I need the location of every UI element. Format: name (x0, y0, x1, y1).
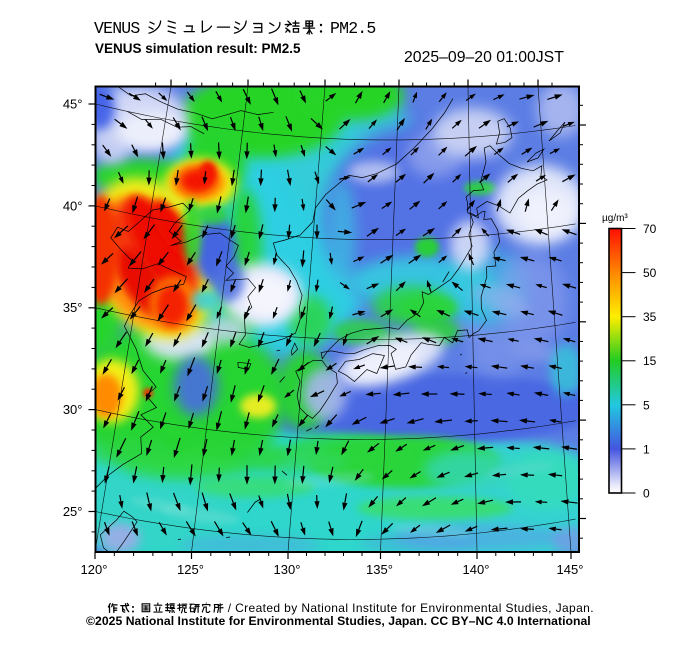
svg-text:VENUS: VENUS (94, 19, 140, 38)
svg-text:µg/m³: µg/m³ (602, 213, 628, 224)
svg-text:125°: 125° (177, 562, 204, 577)
svg-text:120°: 120° (81, 562, 108, 577)
svg-text:0: 0 (643, 487, 650, 501)
svg-text:30°: 30° (63, 402, 83, 417)
svg-text:1: 1 (643, 442, 650, 456)
svg-text:50: 50 (643, 266, 657, 280)
svg-text:35: 35 (643, 310, 657, 324)
svg-text:70: 70 (643, 222, 657, 236)
svg-text:25°: 25° (63, 504, 83, 519)
svg-text:5: 5 (643, 398, 650, 412)
svg-text:2025–09–20 01:00JST: 2025–09–20 01:00JST (404, 49, 564, 66)
svg-text:130°: 130° (274, 562, 301, 577)
svg-text:35°: 35° (63, 300, 83, 315)
svg-text:40°: 40° (63, 198, 83, 213)
svg-text:PM2.5: PM2.5 (330, 19, 376, 38)
svg-text:135°: 135° (366, 562, 393, 577)
svg-text:45°: 45° (63, 97, 83, 112)
svg-text:140°: 140° (463, 562, 490, 577)
svg-text:VENUS simulation result: PM2.5: VENUS simulation result: PM2.5 (95, 41, 301, 56)
svg-text:15: 15 (643, 354, 657, 368)
svg-text:145°: 145° (557, 562, 584, 577)
svg-text:/ Created by National Institut: / Created by National Institute for Envi… (228, 601, 594, 615)
svg-text:©2025 National Institute for E: ©2025 National Institute for Environment… (86, 614, 591, 628)
